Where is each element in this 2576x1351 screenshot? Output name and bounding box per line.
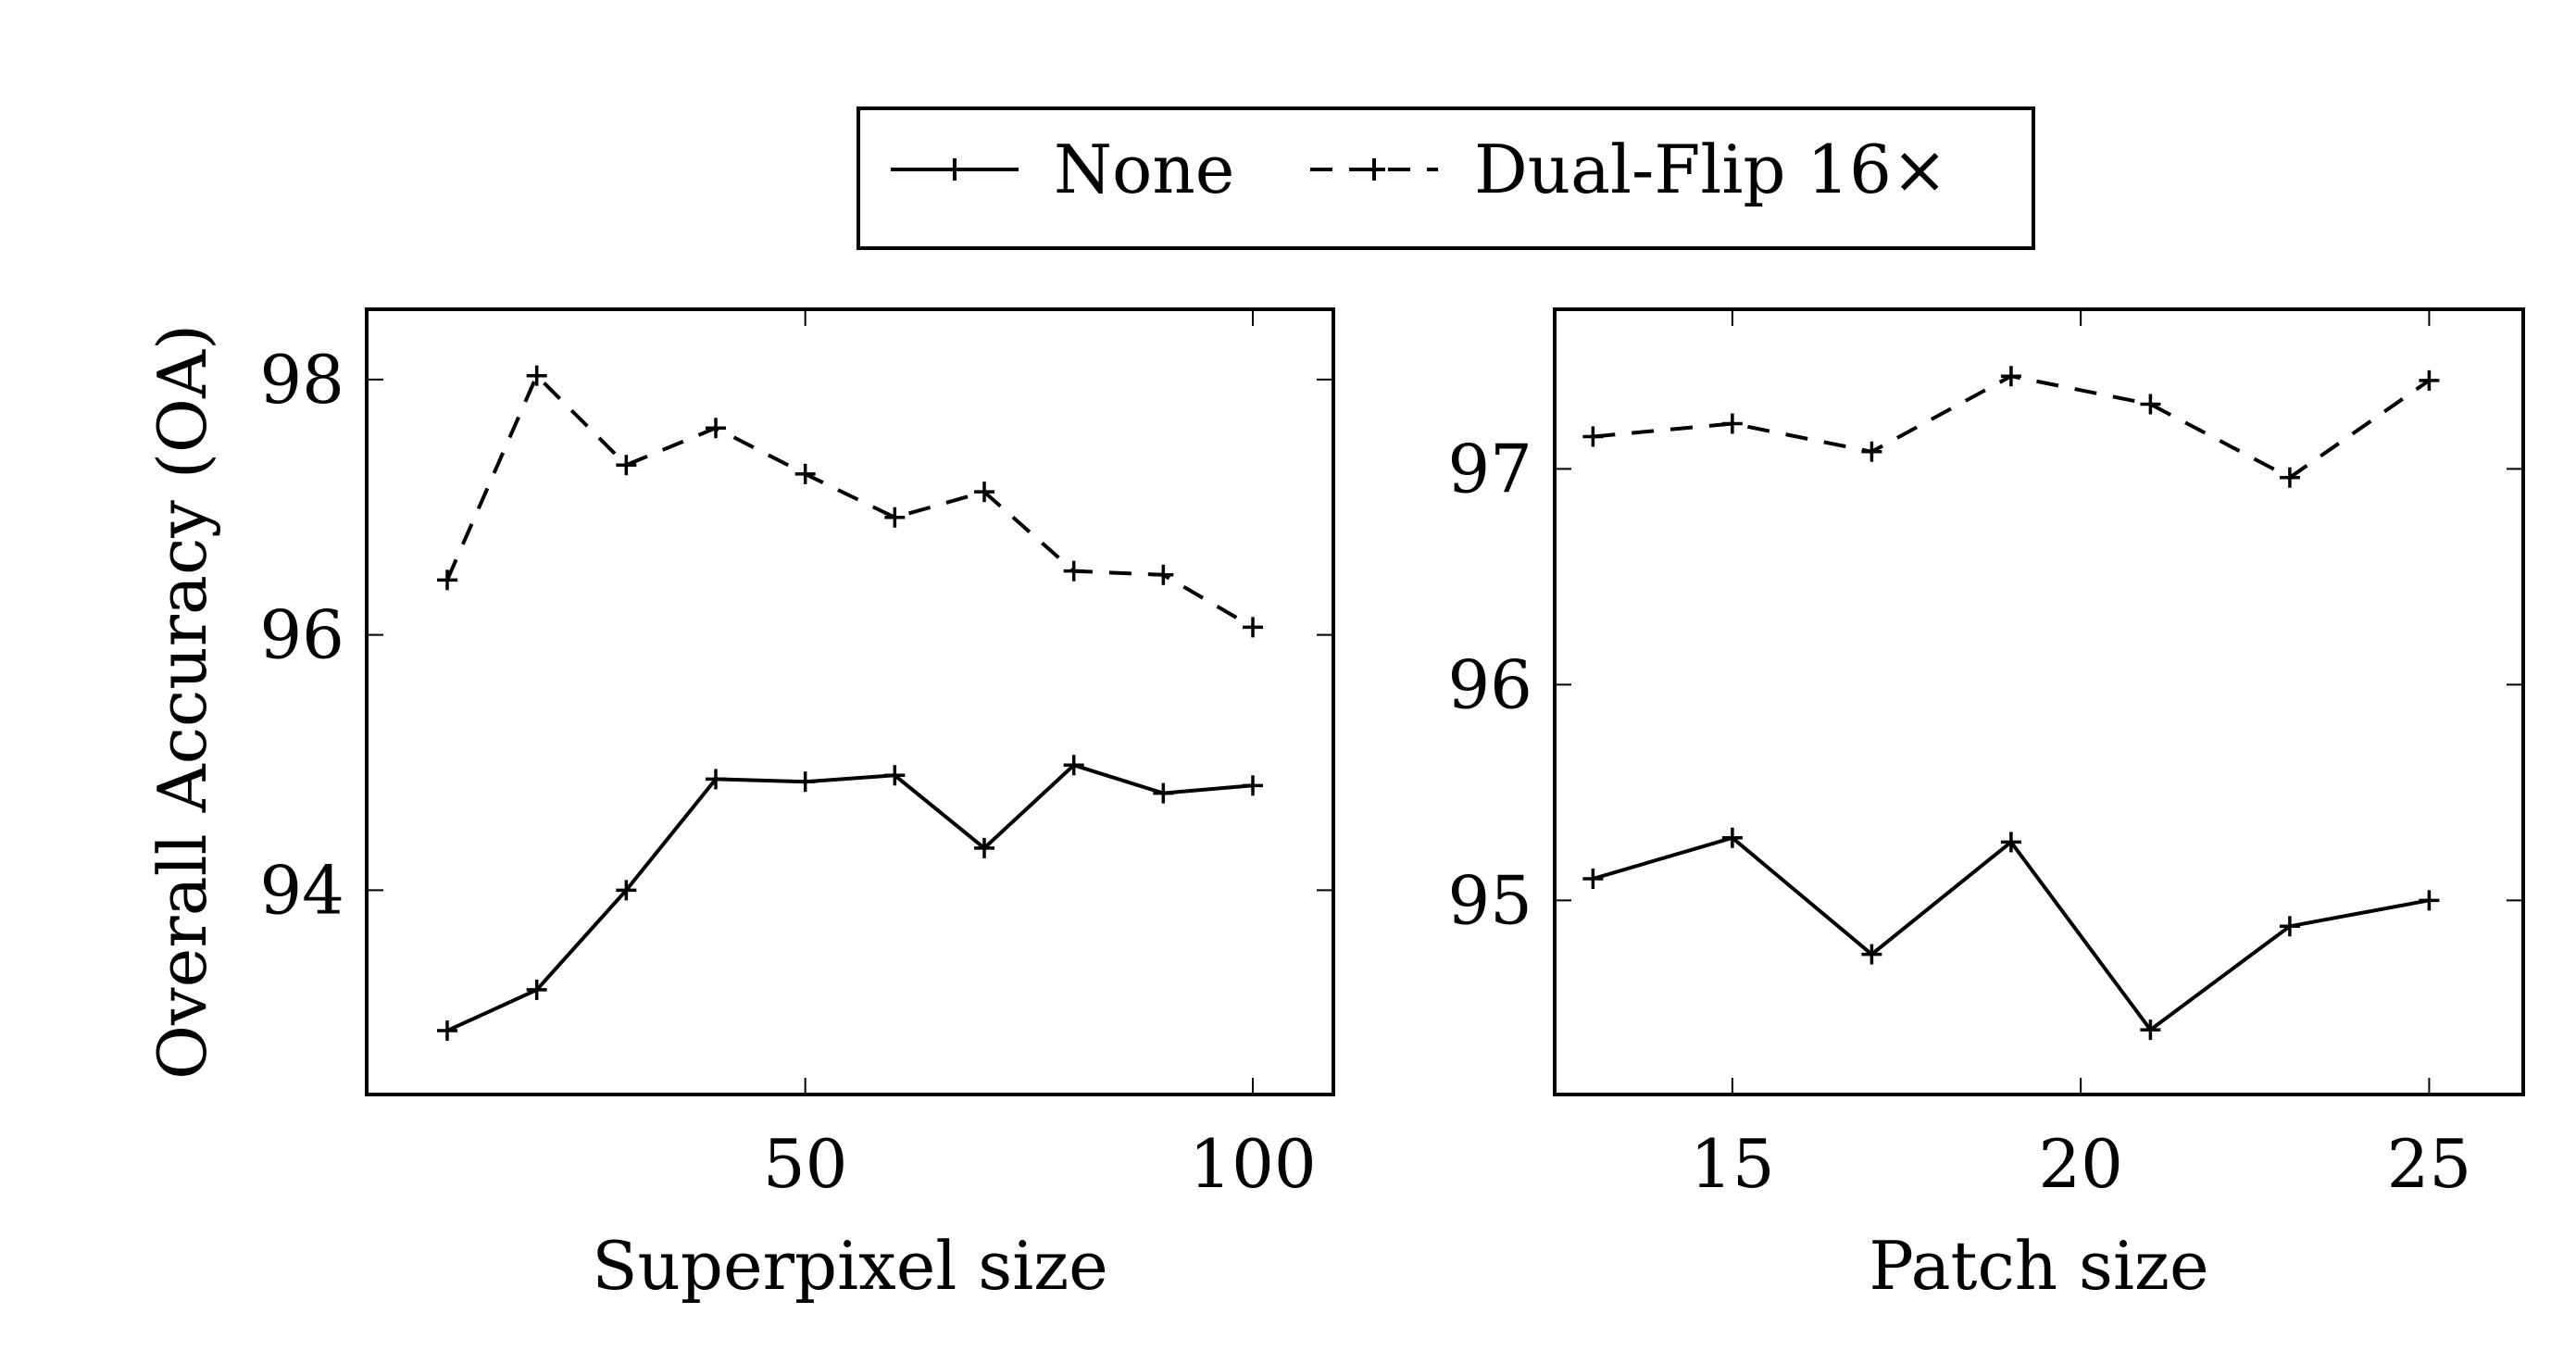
series-line-dualflip (1593, 374, 2431, 480)
data-point-none (794, 771, 816, 793)
data-point-dualflip (1063, 560, 1084, 582)
legend-label-none: None (1054, 131, 1234, 208)
ticks-superpixel: 50 100 94 96 98 (259, 309, 1333, 1203)
data-point-dualflip (526, 365, 547, 386)
series-group-superpixel (437, 365, 1263, 1042)
data-point-none (616, 880, 637, 901)
data-point-dualflip (1861, 441, 1882, 462)
ticks-patch: 15 20 25 95 96 97 (1447, 309, 2523, 1203)
data-point-none (1721, 827, 1743, 848)
x-tick-label: 100 (1189, 1125, 1316, 1203)
data-point-none (1243, 775, 1263, 796)
x-axis-title-patch: Patch size (1869, 1227, 2208, 1305)
data-point-none (974, 837, 994, 858)
chart-superpixel: 50 100 94 96 98 Superpixel size Overall Accu… (144, 307, 1335, 1305)
data-point-none (706, 769, 726, 790)
series-line-none (1592, 835, 2430, 1032)
data-point-none (526, 979, 547, 1000)
data-point-none (884, 765, 906, 786)
legend-marker-none (944, 158, 966, 181)
legend-marker-dualflip (1363, 158, 1385, 181)
y-tick-label: 94 (259, 851, 344, 929)
y-tick-label: 96 (259, 596, 344, 674)
data-point-dualflip (1721, 413, 1743, 434)
data-point-none (1861, 944, 1882, 965)
legend: None Dual-Flip 16× (857, 106, 2035, 250)
x-tick-label: 50 (763, 1125, 848, 1203)
x-tick-label: 15 (1690, 1125, 1775, 1203)
legend-label-dualflip: Dual-Flip 16× (1474, 131, 1947, 208)
legend-box (857, 106, 2035, 250)
data-point-none (437, 1020, 457, 1042)
y-tick-label: 98 (259, 341, 344, 419)
y-tick-label: 96 (1447, 645, 1532, 723)
x-tick-label: 25 (2387, 1125, 2472, 1203)
y-tick-label: 95 (1447, 861, 1532, 939)
data-point-dualflip (2140, 394, 2161, 415)
data-point-dualflip (1243, 617, 1263, 638)
data-point-dualflip (2000, 366, 2021, 387)
data-point-none (2279, 916, 2300, 937)
data-point-dualflip (794, 463, 816, 484)
data-point-dualflip (1153, 564, 1174, 585)
data-point-dualflip (616, 455, 637, 476)
data-point-none (1582, 869, 1604, 890)
data-point-none (1153, 782, 1174, 804)
plot-frame-patch (1553, 307, 2525, 1096)
data-point-none (2000, 832, 2021, 853)
x-axis-title-superpixel: Superpixel size (592, 1227, 1108, 1305)
data-point-none (1063, 755, 1084, 776)
data-point-none (2140, 1020, 2161, 1041)
data-point-dualflip (437, 569, 457, 591)
series-group-patch (1582, 366, 2440, 1041)
data-point-dualflip (974, 482, 994, 503)
y-tick-label: 97 (1447, 430, 1532, 507)
series-line-dualflip (445, 373, 1255, 630)
data-point-dualflip (2419, 369, 2440, 391)
data-point-dualflip (2279, 467, 2300, 488)
series-line-none (446, 763, 1254, 1032)
data-point-none (2419, 890, 2440, 911)
y-axis-title-superpixel: Overall Accuracy (OA) (144, 324, 221, 1080)
data-point-dualflip (1582, 426, 1604, 447)
plot-frame-superpixel (365, 307, 1335, 1096)
x-tick-label: 20 (2038, 1125, 2123, 1203)
data-point-dualflip (884, 507, 906, 528)
chart-patch: 15 20 25 95 96 97 Patch size (1447, 307, 2525, 1305)
data-point-dualflip (706, 418, 726, 439)
